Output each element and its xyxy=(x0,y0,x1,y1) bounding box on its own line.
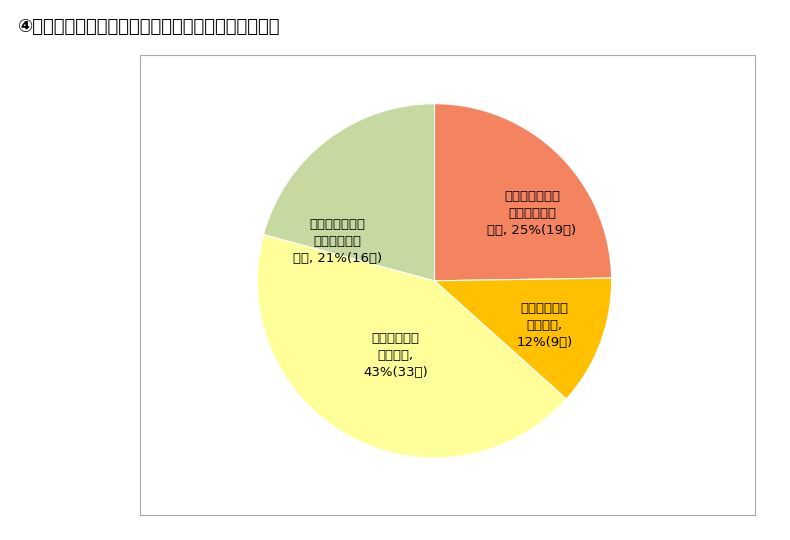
Wedge shape xyxy=(435,104,611,281)
Wedge shape xyxy=(258,234,566,458)
Text: 差止給付条項
のみあり,
12%(9件): 差止給付条項 のみあり, 12%(9件) xyxy=(516,301,573,349)
Wedge shape xyxy=(264,104,434,281)
FancyBboxPatch shape xyxy=(140,55,755,515)
Text: 差止給付条項・
金錢給付条項
なし, 21%(16件): 差止給付条項・ 金錢給付条項 なし, 21%(16件) xyxy=(292,218,382,265)
Text: ④和解の内容（差止給付条項・金錢給付条項の有無）: ④和解の内容（差止給付条項・金錢給付条項の有無） xyxy=(18,18,280,36)
Wedge shape xyxy=(435,278,611,399)
Text: 金錢給付条項
のみあり,
43%(33件): 金錢給付条項 のみあり, 43%(33件) xyxy=(363,332,428,379)
Text: 差止給付条項・
金錢給付条項
あり, 25%(19件): 差止給付条項・ 金錢給付条項 あり, 25%(19件) xyxy=(487,190,577,237)
